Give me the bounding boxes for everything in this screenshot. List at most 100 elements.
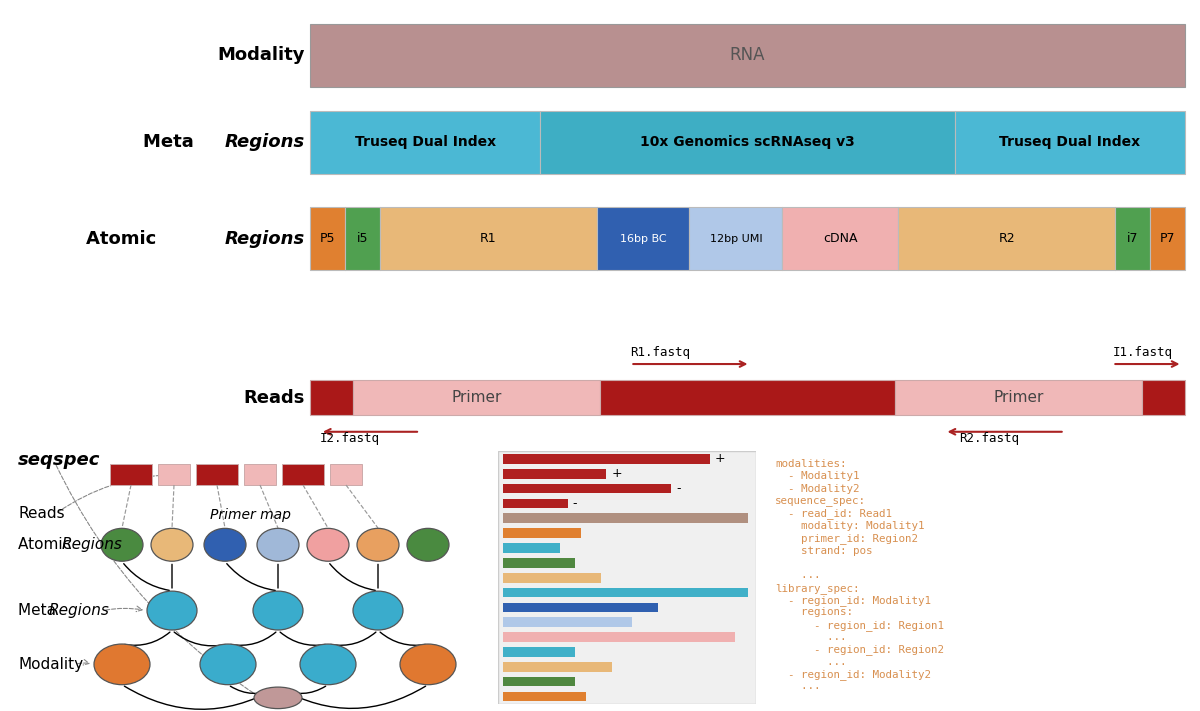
Text: Meta: Meta bbox=[143, 134, 200, 151]
Ellipse shape bbox=[257, 528, 299, 561]
Text: - region_id: Modality1: - region_id: Modality1 bbox=[775, 595, 931, 606]
Text: - Modality1: - Modality1 bbox=[775, 471, 859, 481]
Text: Atomic: Atomic bbox=[18, 538, 76, 552]
Bar bbox=[158, 464, 190, 485]
Text: sequence_spec:: sequence_spec: bbox=[775, 496, 866, 506]
Bar bbox=[503, 558, 576, 567]
Bar bbox=[1142, 380, 1186, 415]
Ellipse shape bbox=[94, 644, 150, 685]
Bar bbox=[955, 111, 1186, 174]
Bar bbox=[899, 207, 1115, 270]
Ellipse shape bbox=[101, 528, 143, 561]
Text: ...: ... bbox=[775, 632, 847, 642]
Ellipse shape bbox=[151, 528, 193, 561]
Bar bbox=[503, 647, 576, 657]
Bar bbox=[503, 588, 749, 597]
Bar bbox=[503, 528, 581, 538]
Text: -: - bbox=[572, 497, 577, 510]
Bar bbox=[503, 498, 568, 508]
Bar bbox=[540, 111, 955, 174]
Text: Regions: Regions bbox=[224, 230, 305, 247]
Bar bbox=[1150, 207, 1184, 270]
Bar bbox=[600, 380, 895, 415]
Text: - region_id: Region2: - region_id: Region2 bbox=[775, 644, 944, 656]
Text: i5: i5 bbox=[356, 232, 368, 245]
Ellipse shape bbox=[307, 528, 349, 561]
Text: Reads: Reads bbox=[18, 506, 65, 521]
Bar bbox=[895, 380, 1142, 415]
Bar bbox=[379, 207, 596, 270]
Text: Truseq Dual Index: Truseq Dual Index bbox=[1000, 135, 1140, 149]
Text: 12bp UMI: 12bp UMI bbox=[709, 233, 762, 244]
Bar bbox=[310, 23, 1186, 87]
Bar bbox=[310, 111, 540, 174]
Text: 16bp BC: 16bp BC bbox=[619, 233, 666, 244]
Text: -: - bbox=[676, 482, 680, 495]
Bar bbox=[330, 464, 362, 485]
Text: Meta: Meta bbox=[18, 603, 61, 618]
Text: regions:: regions: bbox=[775, 607, 853, 617]
Text: cDNA: cDNA bbox=[823, 232, 858, 245]
Ellipse shape bbox=[204, 528, 246, 561]
Text: R1: R1 bbox=[480, 232, 497, 245]
Bar bbox=[196, 464, 238, 485]
Text: R1.fastq: R1.fastq bbox=[630, 346, 690, 358]
Text: - region_id: Modality2: - region_id: Modality2 bbox=[775, 669, 931, 680]
Bar bbox=[344, 207, 379, 270]
Text: Primer: Primer bbox=[994, 390, 1044, 405]
Bar bbox=[310, 380, 353, 415]
Text: Primer map: Primer map bbox=[210, 508, 290, 522]
Text: R2: R2 bbox=[998, 232, 1015, 245]
Text: strand: pos: strand: pos bbox=[775, 545, 872, 555]
Ellipse shape bbox=[407, 528, 449, 561]
Text: seqspec: seqspec bbox=[18, 451, 101, 469]
Text: Reads: Reads bbox=[244, 389, 305, 407]
Bar bbox=[503, 602, 658, 612]
Text: modalities:: modalities: bbox=[775, 459, 847, 469]
Text: ...: ... bbox=[775, 570, 821, 580]
Text: - region_id: Region1: - region_id: Region1 bbox=[775, 620, 944, 631]
Text: +: + bbox=[612, 467, 622, 480]
Bar bbox=[503, 692, 586, 701]
Bar bbox=[503, 513, 749, 523]
Bar bbox=[503, 662, 612, 672]
Ellipse shape bbox=[353, 591, 403, 630]
Text: 10x Genomics scRNAseq v3: 10x Genomics scRNAseq v3 bbox=[640, 135, 854, 149]
Ellipse shape bbox=[254, 687, 302, 709]
Text: Regions: Regions bbox=[61, 538, 122, 552]
Text: Truseq Dual Index: Truseq Dual Index bbox=[354, 135, 496, 149]
Bar bbox=[503, 573, 601, 582]
Text: P5: P5 bbox=[319, 232, 335, 245]
Ellipse shape bbox=[200, 644, 256, 685]
Text: Modality: Modality bbox=[18, 657, 83, 672]
Ellipse shape bbox=[148, 591, 197, 630]
Text: P7: P7 bbox=[1160, 232, 1175, 245]
Text: Atomic: Atomic bbox=[86, 230, 163, 247]
Bar bbox=[503, 617, 632, 627]
Bar bbox=[503, 469, 606, 479]
Bar bbox=[310, 207, 344, 270]
Ellipse shape bbox=[358, 528, 398, 561]
Bar bbox=[244, 464, 276, 485]
Bar bbox=[690, 207, 782, 270]
Bar bbox=[110, 464, 152, 485]
Text: I2.fastq: I2.fastq bbox=[320, 432, 380, 445]
Text: Primer: Primer bbox=[451, 390, 502, 405]
Text: ...: ... bbox=[775, 657, 847, 667]
Text: i7: i7 bbox=[1127, 232, 1139, 245]
Bar bbox=[282, 464, 324, 485]
Ellipse shape bbox=[400, 644, 456, 685]
Bar bbox=[503, 454, 709, 464]
Text: I1.fastq: I1.fastq bbox=[1112, 346, 1172, 358]
Bar bbox=[1115, 207, 1150, 270]
Text: +: + bbox=[715, 452, 725, 466]
Bar bbox=[503, 543, 560, 553]
Text: modality: Modality1: modality: Modality1 bbox=[775, 521, 925, 531]
Text: Regions: Regions bbox=[224, 134, 305, 151]
Text: - Modality2: - Modality2 bbox=[775, 483, 859, 493]
Text: Modality: Modality bbox=[217, 46, 305, 64]
Text: primer_id: Region2: primer_id: Region2 bbox=[775, 533, 918, 544]
Ellipse shape bbox=[300, 644, 356, 685]
Text: Regions: Regions bbox=[49, 603, 110, 618]
Text: library_spec:: library_spec: bbox=[775, 582, 859, 594]
